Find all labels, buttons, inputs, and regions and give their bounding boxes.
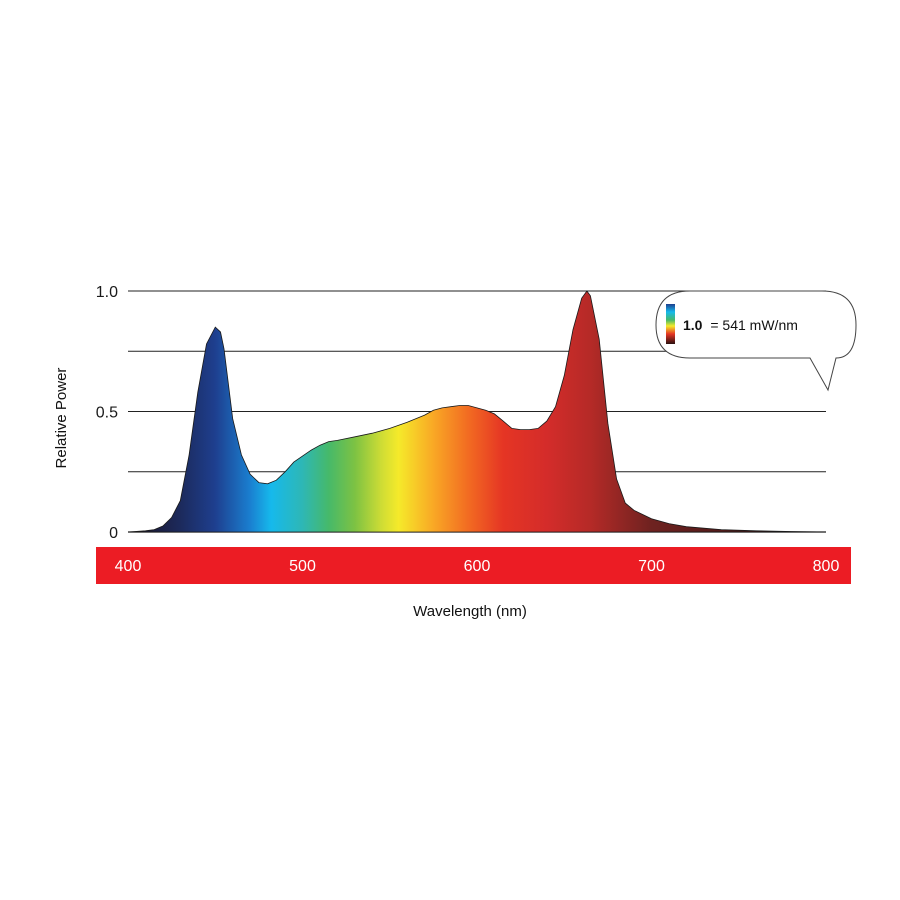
svg-text:1.0 = 541 mW/nm: 1.0 = 541 mW/nm [683,317,798,333]
x-tick-label-0: 400 [115,558,142,575]
y-axis-ticks: 0 0.5 1.0 [96,284,118,542]
y-tick-label-2: 0.5 [96,405,118,422]
spectrum-area-path [127,290,827,533]
y-axis-title: Relative Power [53,368,70,469]
x-tick-label-3: 700 [638,558,665,575]
callout-value-label: 1.0 [683,317,703,333]
x-axis-ticks: 400 500 600 700 800 [115,558,840,575]
x-tick-label-1: 500 [289,558,316,575]
x-tick-label-2: 600 [464,558,491,575]
callout-text: = 541 mW/nm [710,317,798,333]
callout-bubble [655,290,857,392]
y-tick-label-4: 1.0 [96,284,118,301]
spectrum-area [127,290,827,533]
x-axis-band [96,547,851,584]
scale-callout: 1.0 = 541 mW/nm [655,290,857,392]
x-axis-title: Wavelength (nm) [413,603,527,620]
callout-color-bar [666,304,675,344]
y-tick-label-0: 0 [109,525,118,542]
x-tick-label-4: 800 [813,558,840,575]
